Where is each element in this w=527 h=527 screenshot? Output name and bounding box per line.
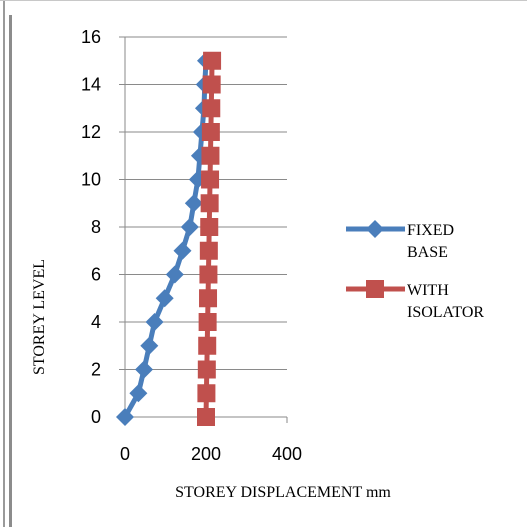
data-point [198, 313, 217, 331]
y-axis-label: STOREY LEVEL [31, 259, 48, 375]
data-point [203, 51, 222, 70]
data-point [116, 408, 134, 426]
data-point [199, 241, 218, 260]
data-point [197, 408, 215, 426]
data-point [129, 384, 148, 403]
data-point [155, 289, 174, 308]
y-tick-label: 14 [81, 75, 101, 95]
data-point [140, 336, 159, 355]
data-point [165, 265, 184, 284]
legend-swatch-marker [366, 280, 384, 298]
data-point [201, 123, 220, 141]
y-tick-label: 16 [81, 27, 101, 47]
x-tick-label: 400 [272, 444, 302, 464]
data-point [145, 313, 164, 331]
y-tick-label: 6 [91, 265, 101, 285]
page-rule [3, 1, 5, 527]
data-point [180, 218, 199, 236]
data-point [197, 384, 216, 403]
data-point [173, 241, 192, 260]
data-point [200, 194, 219, 213]
series-1 [197, 51, 222, 426]
series-line [122, 60, 209, 419]
series-line [203, 60, 215, 418]
legend-label: FIXED [407, 222, 454, 239]
legend: FIXED BASE WITH ISOLATOR [346, 220, 484, 321]
x-axis-label: STOREY DISPLACEMENT mm [175, 484, 391, 501]
data-point [202, 75, 221, 94]
data-point [199, 265, 218, 284]
data-point [200, 218, 219, 236]
y-tick-label: 2 [91, 360, 101, 380]
data-point [202, 99, 221, 118]
y-tick-label: 0 [91, 407, 101, 427]
data-point [184, 194, 203, 213]
legend-item: FIXED BASE [346, 220, 454, 261]
y-tick-label: 8 [91, 217, 101, 237]
y-tick-label: 10 [81, 170, 101, 190]
data-point [198, 336, 217, 355]
x-tick-label: 200 [191, 444, 221, 464]
data-point [199, 289, 218, 308]
data-point [135, 360, 154, 379]
legend-swatch-marker [366, 220, 384, 238]
legend-label: ISOLATOR [407, 304, 484, 321]
data-point [201, 170, 220, 189]
legend-label: BASE [407, 244, 448, 261]
y-tick-label: 4 [91, 312, 101, 332]
data-point [197, 360, 216, 379]
legend-label: WITH [407, 282, 449, 299]
x-tick-label: 0 [120, 444, 130, 464]
legend-item: WITH ISOLATOR [346, 280, 484, 321]
data-point [201, 146, 220, 165]
y-tick-label: 12 [81, 122, 101, 142]
page-rule-inner [9, 15, 12, 527]
